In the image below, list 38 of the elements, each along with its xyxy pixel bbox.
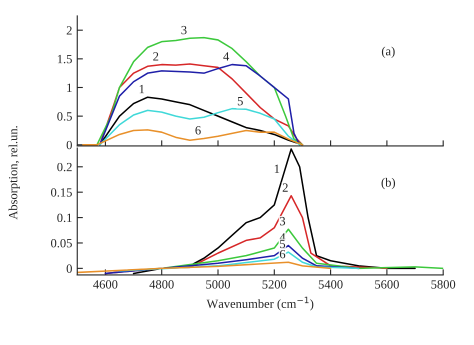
annotation: 3 (280, 216, 286, 226)
line-series (96, 36, 304, 146)
x-axis-title: Wavenumber (cm$^{−1}$) (206, 296, 314, 311)
y-tick-label: 1.5 (58, 54, 72, 64)
line-series (77, 262, 332, 274)
y-axis-title: Absorption, rel.un. (8, 126, 20, 220)
x-tick-label: 5600 (375, 280, 399, 289)
annotation: (b) (382, 178, 396, 190)
y-tick-label: 0.1 (57, 214, 72, 222)
x-tick-label: 5800 (431, 280, 456, 289)
y-tick-label: 0 (66, 264, 72, 273)
y-tick-label: 2 (66, 26, 72, 35)
annotation: 6 (280, 250, 286, 258)
annotation: 4 (280, 233, 286, 242)
line-series (99, 108, 300, 146)
y-tick-label: 0 (66, 140, 72, 150)
annotation: 5 (280, 240, 286, 248)
annotation: 2 (153, 52, 158, 61)
annotation: (a) (382, 46, 395, 58)
line-series (132, 148, 416, 274)
y-tick-label: 0.15 (51, 188, 72, 197)
annotation: 1 (274, 164, 280, 173)
y-tick-label: 1 (67, 84, 72, 92)
x-tick-label: 4800 (149, 280, 174, 289)
annotation: 6 (195, 126, 201, 135)
x-tick-label: 4600 (93, 280, 118, 289)
y-tick-label: 0.2 (57, 162, 72, 172)
x-tick-label: 5000 (206, 280, 230, 289)
x-tick-label: 5400 (318, 280, 343, 289)
y-tick-label: 0.5 (57, 112, 72, 121)
x-tick-label: 5200 (262, 280, 286, 289)
annotation: 5 (238, 97, 243, 106)
annotation: 3 (181, 26, 187, 34)
annotation: 4 (223, 52, 230, 61)
y-tick-label: 0.05 (51, 238, 72, 248)
annotation: 2 (282, 183, 288, 192)
line-series (118, 251, 360, 272)
annotation: 1 (140, 84, 144, 94)
